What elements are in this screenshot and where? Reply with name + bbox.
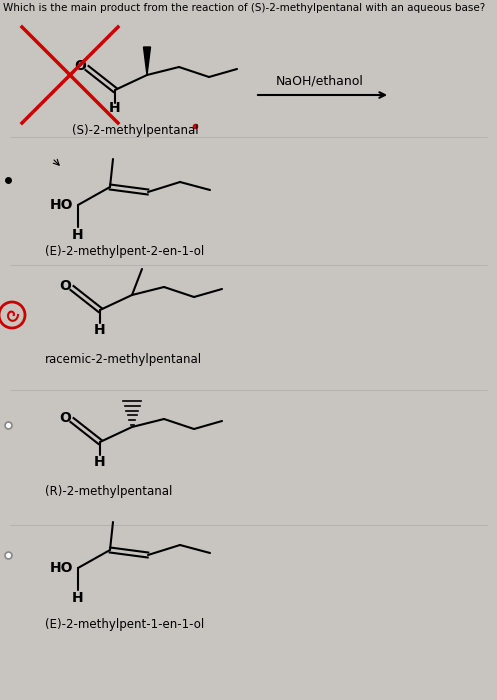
Text: (R)-2-methylpentanal: (R)-2-methylpentanal [45,485,172,498]
Text: H: H [72,591,84,605]
Text: H: H [72,228,84,242]
Text: (S)-2-methylpentanal: (S)-2-methylpentanal [72,124,199,137]
Text: Which is the main product from the reaction of (S)-2-methylpentanal with an aque: Which is the main product from the react… [3,3,485,13]
Text: O: O [59,411,71,425]
Text: (E)-2-methylpent-1-en-1-ol: (E)-2-methylpent-1-en-1-ol [45,618,204,631]
Text: O: O [74,59,86,73]
Text: racemic-2-methylpentanal: racemic-2-methylpentanal [45,353,202,366]
Text: HO: HO [50,561,73,575]
Text: NaOH/ethanol: NaOH/ethanol [276,74,364,87]
Text: O: O [59,279,71,293]
Text: H: H [109,101,121,115]
Text: HO: HO [50,198,73,212]
Text: H: H [94,323,106,337]
Text: H: H [94,455,106,469]
Polygon shape [144,47,151,75]
Text: (E)-2-methylpent-2-en-1-ol: (E)-2-methylpent-2-en-1-ol [45,245,204,258]
